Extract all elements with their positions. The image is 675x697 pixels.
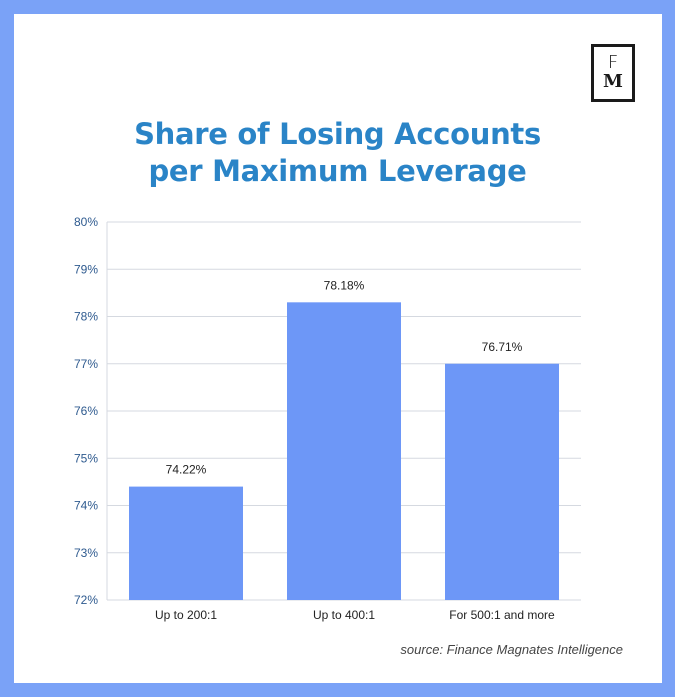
data-label: 78.18% — [324, 278, 365, 292]
bar — [445, 363, 559, 600]
data-label: 76.71% — [482, 340, 523, 354]
y-tick-label: 72% — [74, 593, 98, 607]
logo-letter-m: M — [603, 71, 623, 92]
bar — [129, 486, 243, 600]
data-label: 74.22% — [166, 463, 207, 477]
bar — [287, 302, 401, 600]
x-tick-label: Up to 400:1 — [313, 608, 375, 622]
fm-logo: F M — [591, 44, 635, 102]
y-tick-label: 77% — [74, 357, 98, 371]
chart-title: Share of Losing Accounts per Maximum Lev… — [0, 116, 675, 190]
y-tick-label: 75% — [74, 451, 98, 465]
y-tick-label: 80% — [74, 215, 98, 229]
chart-title-line-1: Share of Losing Accounts — [134, 117, 541, 151]
x-axis-ticks: Up to 200:1 Up to 400:1 For 500:1 and more — [155, 608, 555, 622]
logo-letter-f: F — [607, 52, 619, 73]
x-tick-label: For 500:1 and more — [449, 608, 555, 622]
data-labels: 74.22% 78.18% 76.71% — [166, 278, 523, 476]
y-tick-label: 74% — [74, 499, 98, 513]
y-tick-label: 78% — [74, 310, 98, 324]
y-tick-label: 76% — [74, 404, 98, 418]
x-tick-label: Up to 200:1 — [155, 608, 217, 622]
bars — [129, 302, 559, 600]
y-tick-label: 79% — [74, 262, 98, 276]
y-axis-ticks: 72% 73% 74% 75% 76% 77% 78% 79% 80% — [74, 215, 98, 607]
source-note: source: Finance Magnates Intelligence — [400, 642, 623, 657]
y-tick-label: 73% — [74, 546, 98, 560]
chart-title-line-2: per Maximum Leverage — [148, 154, 527, 188]
